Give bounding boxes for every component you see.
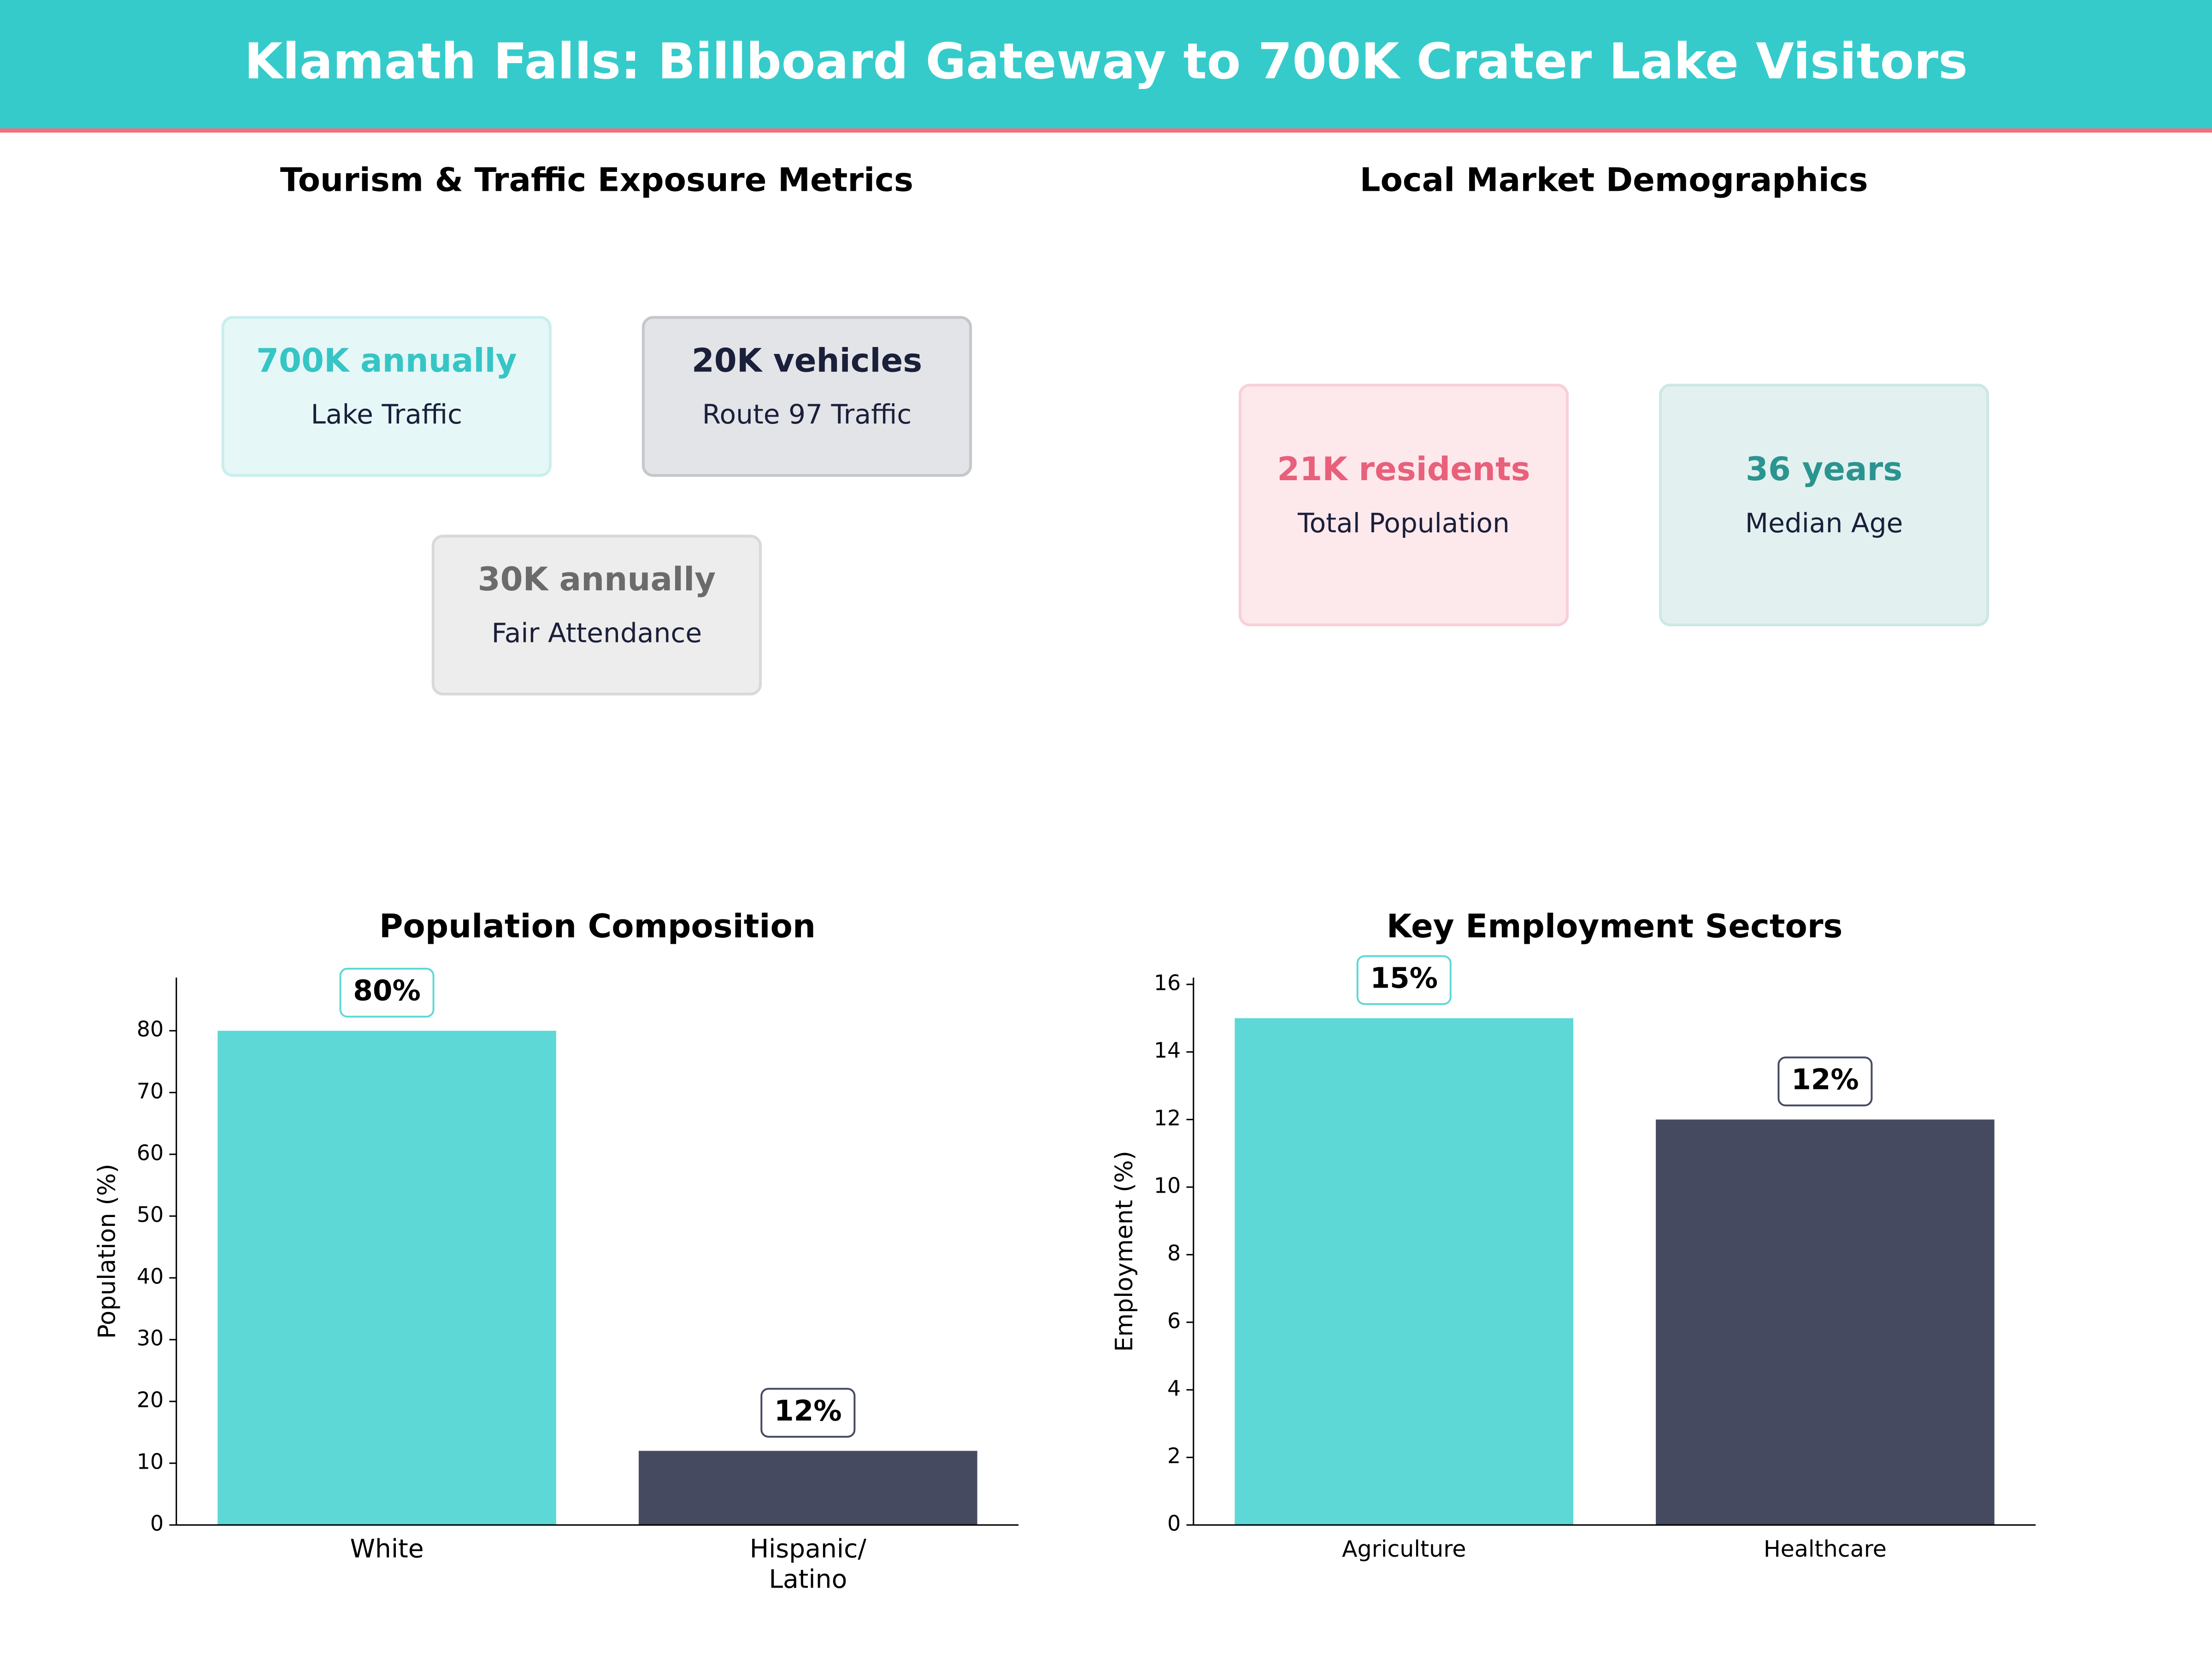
metric-card: [1659, 383, 1989, 627]
metric-card: [431, 535, 762, 696]
bar: [638, 1451, 977, 1525]
metric-label: Lake Traffic: [311, 399, 462, 430]
header-bar: [0, 0, 2212, 130]
metric-value: 21K residents: [1277, 450, 1530, 488]
metric-value: 700K annually: [256, 341, 517, 379]
value-label-box: [339, 968, 435, 1018]
y-tick-label: 6: [1167, 1308, 1181, 1333]
y-tick-label: 40: [137, 1264, 164, 1288]
y-tick-label: 60: [137, 1140, 164, 1165]
bar: [218, 1030, 556, 1525]
x-tick-label: Hispanic/Latino: [750, 1534, 867, 1594]
value-label: 12%: [1791, 1063, 1859, 1096]
metric-label: Median Age: [1745, 507, 1903, 539]
y-tick-label: 16: [1154, 971, 1181, 995]
value-label-box: [760, 1388, 856, 1438]
metric-label: Route 97 Traffic: [702, 399, 912, 430]
y-tick-label: 0: [150, 1511, 164, 1536]
y-tick-label: 30: [137, 1326, 164, 1351]
panel-title: Tourism & Traffic Exposure Metrics: [280, 161, 913, 199]
y-tick-label: 50: [137, 1202, 164, 1227]
metric-label: Fair Attendance: [492, 618, 702, 649]
y-axis-label: Population (%): [94, 1164, 121, 1339]
metric-value: 30K annually: [478, 560, 716, 598]
panel-title: Local Market Demographics: [1360, 161, 1868, 199]
value-label: 12%: [774, 1394, 842, 1427]
y-tick-label: 10: [1154, 1173, 1181, 1198]
page-title: Klamath Falls: Billboard Gateway to 700K…: [244, 33, 1968, 90]
value-label: 15%: [1370, 962, 1438, 994]
x-tick-label: Healthcare: [1764, 1536, 1887, 1562]
y-tick-label: 20: [137, 1388, 164, 1412]
x-tick-label: White: [350, 1534, 424, 1563]
header-rule: [0, 128, 2212, 133]
y-tick-label: 2: [1167, 1443, 1181, 1468]
value-label: 80%: [353, 975, 421, 1007]
metric-label: Total Population: [1297, 507, 1510, 539]
y-tick-label: 10: [137, 1449, 164, 1474]
y-tick-label: 14: [1154, 1038, 1181, 1063]
value-label-box: [1356, 955, 1452, 1005]
metric-card: [221, 316, 552, 477]
metric-card: [641, 316, 972, 477]
y-tick-label: 70: [137, 1078, 164, 1103]
y-axis-label: Employment (%): [1111, 1151, 1138, 1352]
metric-value: 20K vehicles: [692, 341, 922, 379]
bar: [1235, 1018, 1574, 1525]
chart-title: Key Employment Sectors: [1387, 907, 1843, 945]
metric-value: 36 years: [1746, 450, 1902, 488]
y-tick-label: 12: [1154, 1106, 1181, 1130]
y-tick-label: 8: [1167, 1241, 1181, 1265]
value-label-box: [1777, 1056, 1873, 1106]
x-tick-label: Agriculture: [1342, 1536, 1466, 1562]
y-tick-label: 0: [1167, 1511, 1181, 1536]
metric-card: [1238, 383, 1569, 627]
bar: [1656, 1119, 1994, 1525]
chart-title: Population Composition: [379, 907, 816, 945]
y-tick-label: 4: [1167, 1376, 1181, 1400]
y-tick-label: 80: [137, 1017, 164, 1041]
